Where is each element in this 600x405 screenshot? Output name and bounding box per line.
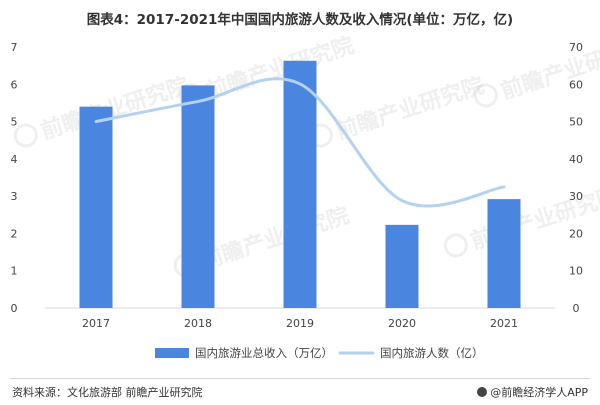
x-tick-label: 2021: [490, 317, 518, 330]
legend-label-bar: 国内旅游业总收入（万亿）: [195, 346, 333, 360]
footer-divider: [10, 378, 590, 379]
y-right-tick-label: 0: [573, 302, 580, 315]
bar: [487, 199, 521, 308]
y-right-tick-label: 30: [569, 190, 583, 203]
y-right-tick-label: 50: [569, 116, 583, 129]
y-right-tick-label: 40: [569, 153, 583, 166]
y-left-tick-label: 5: [11, 116, 18, 129]
source-note: 资料来源：文化旅游部 前瞻产业研究院: [12, 386, 203, 399]
y-left-tick-label: 0: [11, 302, 18, 315]
legend-swatch-bar: [155, 348, 189, 358]
bar: [385, 224, 419, 308]
brand-text: @前瞻经济学人APP: [490, 386, 588, 399]
y-left-tick-label: 4: [11, 153, 18, 166]
y-left-tick-label: 6: [11, 78, 18, 91]
bar: [79, 106, 113, 309]
bar: [181, 85, 215, 308]
y-right-tick-label: 10: [569, 265, 583, 278]
y-left-tick-label: 7: [11, 41, 18, 54]
brand-logo-icon: [477, 387, 488, 397]
y-right-tick-label: 70: [569, 41, 583, 54]
bar: [283, 60, 317, 308]
x-tick-label: 2020: [388, 317, 416, 330]
y-left-tick-label: 2: [11, 227, 18, 240]
y-right-tick-label: 60: [569, 78, 583, 91]
y-left-tick-label: 3: [11, 190, 18, 203]
chart-title: 图表4：2017-2021年中国国内旅游人数及收入情况(单位：万亿，亿): [86, 12, 514, 28]
legend-label-line: 国内旅游人数（亿）: [380, 346, 484, 360]
y-left-tick-label: 1: [11, 265, 18, 278]
x-tick-label: 2019: [286, 317, 314, 330]
x-tick-label: 2017: [82, 317, 110, 330]
y-right-tick-label: 20: [569, 227, 583, 240]
x-tick-label: 2018: [184, 317, 212, 330]
brand-credit: @前瞻经济学人APP: [477, 384, 588, 400]
series-line: [94, 77, 506, 208]
